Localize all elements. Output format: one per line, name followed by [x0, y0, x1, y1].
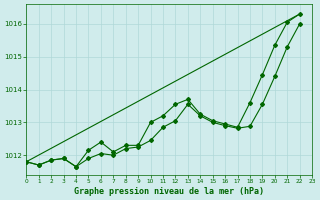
X-axis label: Graphe pression niveau de la mer (hPa): Graphe pression niveau de la mer (hPa)	[74, 187, 264, 196]
